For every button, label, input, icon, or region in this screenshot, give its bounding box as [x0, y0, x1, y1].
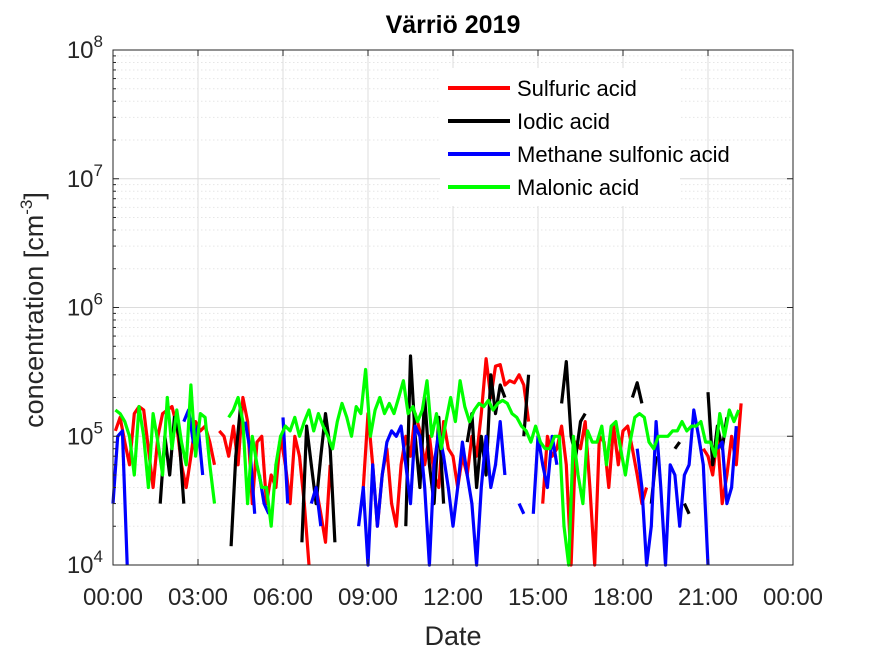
y-axis-label-sup: -3 — [17, 200, 36, 215]
x-axis-ticks: 00:00 03:00 06:00 09:00 12:00 15:00 18:00 21:00… — [83, 50, 823, 611]
series-line-iodic-acid — [522, 374, 531, 437]
chart-title: Värriö 2019 — [386, 11, 521, 39]
series-line-methane-sulfonic-acid — [517, 502, 526, 515]
series-line-sulfuric-acid — [218, 395, 311, 566]
series-line-iodic-acid — [630, 381, 644, 404]
series-line-iodic-acid — [682, 502, 691, 515]
series-malonic-acid — [114, 367, 741, 567]
legend-label-iodic-acid: Iodic acid — [517, 109, 610, 134]
legend-label-sulfuric-acid: Sulfuric acid — [517, 76, 637, 101]
x-tick-label: 09:00 — [338, 584, 398, 611]
x-axis-label: Date — [424, 621, 481, 651]
y-tick-base: 10 — [67, 423, 94, 450]
legend: Sulfuric acid Iodic acid Methane sulfonic … — [440, 68, 730, 206]
y-axis-label-main: concentration [cm — [19, 215, 49, 428]
y-tick-exponent: 5 — [94, 418, 103, 437]
series-line-iodic-acid — [229, 406, 243, 547]
y-tick-base: 10 — [67, 552, 94, 579]
series-line-methane-sulfonic-acid — [309, 485, 323, 527]
series-line-iodic-acid — [673, 441, 681, 450]
series-line-methane-sulfonic-acid — [357, 420, 507, 567]
series-line-malonic-acid — [227, 367, 741, 567]
y-tick-base: 10 — [67, 37, 94, 64]
x-tick-label: 12:00 — [423, 584, 483, 611]
y-tick-label: 107 — [67, 161, 103, 193]
y-tick-exponent: 8 — [94, 32, 103, 51]
legend-label-malonic-acid: Malonic acid — [517, 175, 639, 200]
y-tick-exponent: 4 — [94, 547, 103, 566]
x-tick-label: 06:00 — [253, 584, 313, 611]
x-tick-label: 00:00 — [763, 584, 823, 611]
legend-label-methane-sulfonic-acid: Methane sulfonic acid — [517, 142, 730, 167]
y-axis-label-close: ] — [19, 192, 49, 200]
y-tick-label: 105 — [67, 418, 103, 450]
series-line-sulfuric-acid — [361, 357, 531, 528]
x-tick-label: 03:00 — [168, 584, 228, 611]
series-line-methane-sulfonic-acid — [635, 408, 710, 567]
x-tick-label: 00:00 — [83, 584, 143, 611]
y-axis-label: concentration [cm-3] — [17, 192, 49, 428]
series-line-iodic-acid — [465, 373, 507, 490]
series-line-malonic-acid — [114, 383, 217, 504]
y-tick-label: 106 — [67, 290, 103, 322]
y-tick-label: 108 — [67, 32, 103, 64]
y-tick-label: 104 — [67, 547, 103, 579]
x-tick-label: 21:00 — [678, 584, 738, 611]
series-line-methane-sulfonic-acid — [111, 429, 129, 566]
y-tick-exponent: 7 — [94, 161, 103, 180]
y-tick-base: 10 — [67, 166, 94, 193]
legend-box — [440, 68, 680, 206]
y-tick-exponent: 6 — [94, 290, 103, 309]
series-line-methane-sulfonic-acid — [716, 425, 738, 506]
x-tick-label: 15:00 — [508, 584, 568, 611]
y-tick-base: 10 — [67, 295, 94, 322]
x-tick-label: 18:00 — [593, 584, 653, 611]
